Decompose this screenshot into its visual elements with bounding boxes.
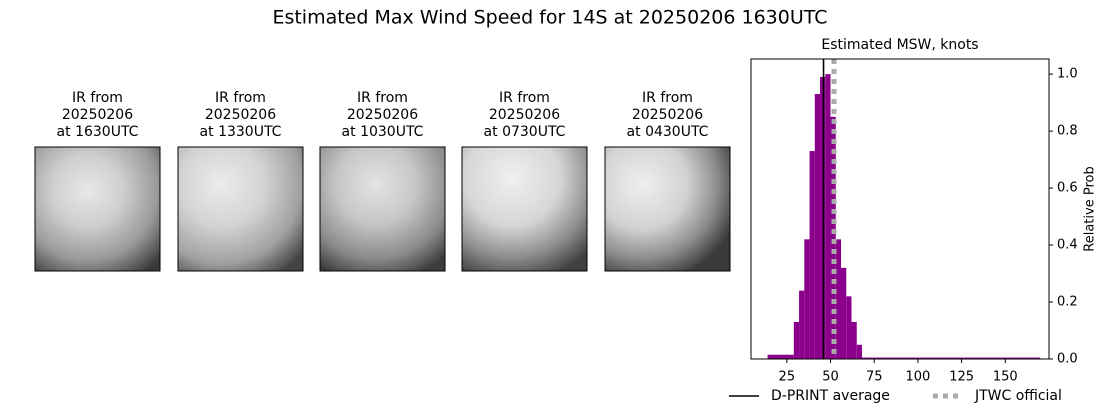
legend-label: JTWC official (974, 388, 1062, 404)
bar (835, 239, 842, 359)
ir-image (461, 146, 588, 272)
image-label: 20250206 (62, 107, 133, 123)
ir-image (177, 146, 304, 272)
bar (793, 321, 800, 359)
y-axis-label: Relative Prob (1083, 166, 1098, 251)
bar (841, 267, 847, 359)
x-tick-label: 25 (779, 370, 796, 385)
x-tick-label: 150 (993, 370, 1018, 385)
image-label: 20250206 (632, 107, 703, 123)
image-label: at 0730UTC (484, 124, 566, 140)
image-label: IR from (357, 90, 408, 106)
y-tick-label: 0.8 (1057, 124, 1078, 139)
x-tick-label: 50 (822, 370, 839, 385)
image-label: IR from (642, 90, 693, 106)
image-label: IR from (72, 90, 123, 106)
ir-image (319, 146, 446, 272)
bar (856, 344, 862, 359)
plot-frame (750, 58, 1050, 360)
image-label: 20250206 (489, 107, 560, 123)
bar (820, 76, 826, 359)
bar (814, 94, 821, 360)
bar (799, 290, 805, 359)
image-label: IR from (215, 90, 266, 106)
x-tick-label: 75 (866, 370, 883, 385)
bar (861, 357, 1041, 359)
y-tick-label: 0.6 (1057, 181, 1078, 196)
y-tick-label: 0.0 (1057, 352, 1078, 367)
bar (809, 151, 815, 359)
ir-image (34, 146, 161, 272)
image-label: 20250206 (347, 107, 418, 123)
bar (830, 116, 836, 360)
bar (851, 321, 857, 359)
image-label: at 0430UTC (627, 124, 709, 140)
figure-title: Estimated Max Wind Speed for 14S at 2025… (272, 7, 827, 29)
image-label: at 1630UTC (57, 124, 139, 140)
bar (825, 74, 831, 359)
legend-label: D-PRINT average (771, 388, 890, 404)
histogram-chart: Estimated MSW, knots 25 50 75 100 125 150 0.0 0.… (729, 37, 1098, 404)
bar (767, 354, 794, 359)
y-tick-label: 0.2 (1057, 295, 1078, 310)
x-tick-label: 100 (906, 370, 931, 385)
image-label: at 1330UTC (200, 124, 282, 140)
bar (804, 239, 810, 359)
x-tick-label: 125 (949, 370, 974, 385)
chart-title: Estimated MSW, knots (821, 37, 978, 53)
y-tick-label: 0.4 (1057, 238, 1078, 253)
bar (846, 296, 852, 359)
y-tick-label: 1.0 (1057, 67, 1078, 82)
ir-image (604, 146, 731, 272)
image-label: IR from (499, 90, 550, 106)
image-label: at 1030UTC (342, 124, 424, 140)
image-label: 20250206 (205, 107, 276, 123)
